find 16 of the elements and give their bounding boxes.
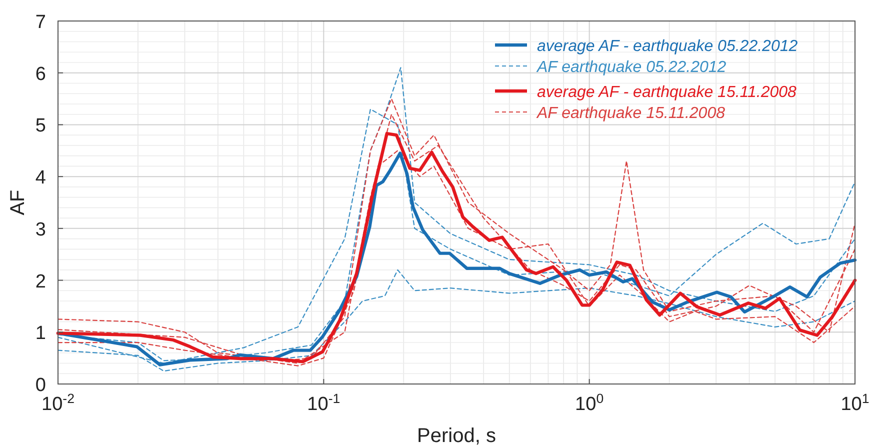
legend-label: AF earthquake 15.11.2008 bbox=[536, 105, 726, 122]
x-tick-label: 10$^{1}$ bbox=[840, 390, 870, 415]
legend-label: AF earthquake 05.22.2012 bbox=[536, 59, 726, 76]
x-tick-label: 10$^{-1}$ bbox=[307, 390, 340, 415]
y-tick-label: 1 bbox=[35, 323, 46, 344]
x-tick-label: 10$^{0}$ bbox=[575, 390, 604, 415]
y-tick-label: 7 bbox=[35, 12, 46, 33]
x-axis-title: Period, s bbox=[417, 425, 496, 447]
y-axis-title: AF bbox=[7, 190, 29, 216]
y-tick-label: 2 bbox=[35, 271, 46, 292]
y-tick-label: 3 bbox=[35, 219, 46, 240]
y-tick-label: 5 bbox=[35, 116, 46, 137]
y-tick-label: 6 bbox=[35, 64, 46, 85]
legend-label: average AF - earthquake 05.22.2012 bbox=[537, 38, 798, 55]
y-tick-label: 4 bbox=[35, 168, 46, 189]
legend-label: average AF - earthquake 15.11.2008 bbox=[537, 84, 797, 101]
